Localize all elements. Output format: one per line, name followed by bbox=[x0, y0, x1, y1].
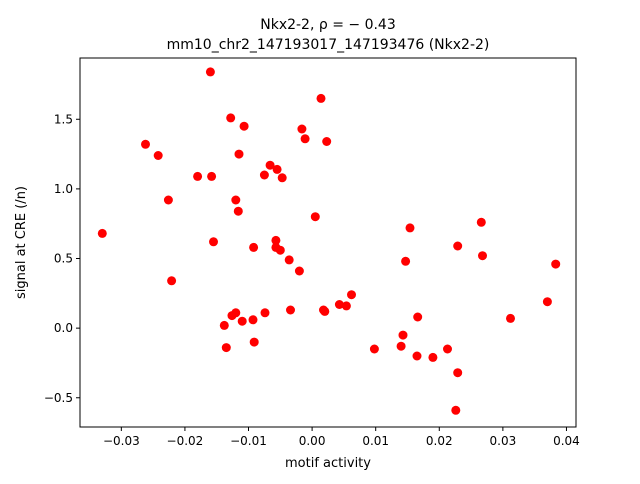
data-point bbox=[271, 235, 281, 245]
data-point bbox=[207, 171, 217, 181]
chart-title-line1: Nkx2-2, ρ = − 0.43 bbox=[260, 17, 396, 33]
x-tick-label: −0.02 bbox=[167, 434, 204, 448]
data-point bbox=[413, 312, 423, 322]
x-tick-label: 0.03 bbox=[490, 434, 517, 448]
x-tick-label: −0.03 bbox=[103, 434, 140, 448]
data-point bbox=[334, 300, 344, 309]
chart-title-line2: mm10_chr2_147193017_147193476 (Nkx2-2) bbox=[167, 37, 490, 53]
y-axis-ticks: −0.5 0.0 0.5 1.0 1.5 bbox=[44, 112, 80, 405]
data-point bbox=[277, 173, 287, 183]
data-point bbox=[412, 351, 422, 361]
data-point bbox=[163, 195, 173, 205]
data-point bbox=[551, 259, 561, 269]
data-point bbox=[260, 308, 270, 318]
data-point bbox=[249, 337, 259, 347]
data-point bbox=[453, 368, 463, 378]
data-point bbox=[193, 171, 203, 181]
x-tick-label: −0.01 bbox=[230, 434, 267, 448]
data-point bbox=[153, 151, 163, 160]
data-point bbox=[396, 341, 406, 351]
data-points bbox=[97, 67, 561, 415]
data-point bbox=[231, 195, 241, 205]
x-tick-label: 0.04 bbox=[553, 434, 580, 448]
data-point bbox=[248, 315, 258, 325]
data-point bbox=[205, 67, 215, 77]
data-point bbox=[316, 93, 326, 103]
data-point bbox=[451, 405, 461, 415]
data-point bbox=[341, 301, 351, 311]
data-point bbox=[272, 164, 282, 174]
data-point bbox=[237, 316, 247, 326]
data-point bbox=[542, 297, 552, 307]
data-point bbox=[453, 241, 463, 251]
data-point bbox=[478, 251, 487, 261]
data-point bbox=[443, 344, 452, 354]
y-tick-label: −0.5 bbox=[44, 391, 73, 405]
data-point bbox=[398, 330, 408, 340]
data-point bbox=[275, 245, 285, 255]
x-tick-label: 0.01 bbox=[362, 434, 389, 448]
data-point bbox=[369, 344, 379, 354]
data-point bbox=[265, 160, 275, 170]
data-point bbox=[405, 223, 415, 233]
data-point bbox=[231, 308, 241, 318]
x-axis-label: motif activity bbox=[285, 456, 371, 471]
y-tick-label: 1.0 bbox=[54, 182, 73, 196]
y-axis-label: signal at CRE (/n) bbox=[14, 186, 29, 299]
data-point bbox=[233, 206, 243, 216]
data-point bbox=[221, 343, 231, 353]
y-tick-label: 0.5 bbox=[54, 252, 73, 266]
data-point bbox=[428, 352, 438, 362]
data-point bbox=[249, 242, 259, 252]
data-point bbox=[141, 139, 150, 149]
data-point bbox=[401, 256, 411, 266]
data-point bbox=[234, 149, 244, 159]
data-point bbox=[219, 320, 229, 330]
data-point bbox=[310, 212, 320, 222]
x-axis-ticks: −0.03 −0.02 −0.01 0.00 0.01 0.02 0.03 0.04 bbox=[103, 427, 580, 448]
x-tick-label: 0.02 bbox=[426, 434, 453, 448]
y-tick-label: 1.5 bbox=[54, 112, 73, 126]
data-point bbox=[259, 170, 269, 180]
data-point bbox=[284, 255, 294, 265]
y-tick-label: 0.0 bbox=[54, 321, 73, 335]
data-point bbox=[300, 134, 310, 144]
data-point bbox=[239, 121, 249, 131]
data-point bbox=[286, 305, 295, 315]
data-point bbox=[476, 217, 486, 227]
x-tick-label: 0.00 bbox=[299, 434, 326, 448]
data-point bbox=[297, 124, 307, 134]
data-point bbox=[167, 276, 177, 286]
data-point bbox=[97, 228, 107, 238]
plot-area-frame bbox=[79, 57, 577, 428]
data-point bbox=[320, 306, 330, 316]
data-point bbox=[294, 266, 304, 276]
data-point bbox=[209, 237, 218, 247]
data-point bbox=[506, 313, 515, 323]
data-point bbox=[226, 113, 236, 123]
data-point bbox=[322, 137, 332, 146]
data-point bbox=[347, 290, 356, 300]
